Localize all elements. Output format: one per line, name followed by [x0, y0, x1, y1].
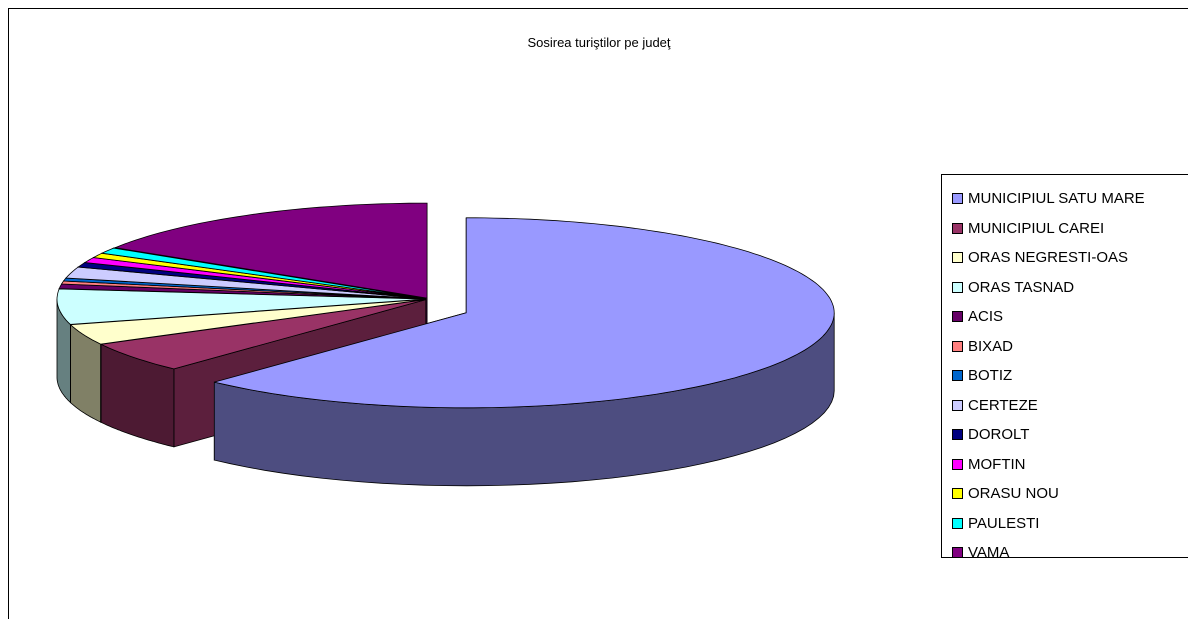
legend-label: ORASU NOU: [968, 485, 1059, 503]
legend-swatch: [952, 193, 963, 205]
pie-chart: [56, 202, 835, 487]
pie-tops: [56, 202, 835, 409]
legend-swatch: [952, 252, 963, 264]
legend-label: MUNICIPIUL CAREI: [968, 219, 1105, 237]
slice-municipiul-carei: [99, 299, 426, 370]
legend-label: BOTIZ: [968, 367, 1013, 385]
legend-item-orasu-nou: ORASU NOU: [942, 479, 1188, 509]
legend-label: DOROLT: [968, 426, 1030, 444]
legend-item-paulesti: PAULESTI: [942, 509, 1188, 539]
legend-label: ORAS TASNAD: [968, 278, 1075, 296]
legend-swatch: [952, 370, 963, 382]
legend-item-acis: ACIS: [942, 302, 1188, 332]
legend-label: CERTEZE: [968, 396, 1038, 414]
legend-label: ACIS: [968, 308, 1004, 326]
legend-item-municipiul-carei: MUNICIPIUL CAREI: [942, 214, 1188, 244]
legend-swatch: [952, 399, 963, 411]
slice-municipiul-satu-mare: [214, 217, 835, 409]
legend-label: PAULESTI: [968, 514, 1040, 532]
legend-item-municipiul-satu-mare: MUNICIPIUL SATU MARE: [942, 184, 1188, 214]
chart-area: Sosirea turiştilor pe judeţ MUNICIPIUL S…: [8, 8, 1188, 619]
legend-swatch: [952, 488, 963, 500]
slice-vama: [113, 202, 428, 299]
slice-oras-negresti-oas: [69, 298, 426, 345]
legend-swatch: [952, 429, 963, 441]
legend: MUNICIPIUL SATU MARE MUNICIPIUL CAREI ORAS…: [941, 174, 1188, 561]
legend-item-moftin: MOFTIN: [942, 450, 1188, 480]
legend-swatch: [952, 311, 963, 323]
legend-label: BIXAD: [968, 337, 1014, 355]
legend-item-certeze: CERTEZE: [942, 391, 1188, 421]
legend-item-bixad: BIXAD: [942, 332, 1188, 362]
chart-title: Sosirea turiştilor pe judeţ: [527, 35, 671, 50]
legend-swatch: [952, 458, 963, 470]
legend-swatch: [952, 517, 963, 529]
legend-swatch: [952, 222, 963, 234]
slice-oras-tasnad: [56, 288, 426, 325]
legend-label: MUNICIPIUL SATU MARE: [968, 190, 1145, 208]
legend-label: VAMA: [968, 544, 1010, 562]
legend-swatch: [952, 340, 963, 352]
legend-label: ORAS NEGRESTI-OAS: [968, 249, 1129, 267]
slice-paulesti: [100, 247, 426, 299]
legend-item-dorolt: DOROLT: [942, 420, 1188, 450]
legend-item-botiz: BOTIZ: [942, 361, 1188, 391]
legend-item-vama: VAMA: [942, 538, 1188, 568]
legend-label: MOFTIN: [968, 455, 1026, 473]
legend-item-oras-negresti-oas: ORAS NEGRESTI-OAS: [942, 243, 1188, 273]
legend-item-oras-tasnad: ORAS TASNAD: [942, 273, 1188, 303]
legend-swatch: [952, 547, 963, 559]
legend-swatch: [952, 281, 963, 293]
